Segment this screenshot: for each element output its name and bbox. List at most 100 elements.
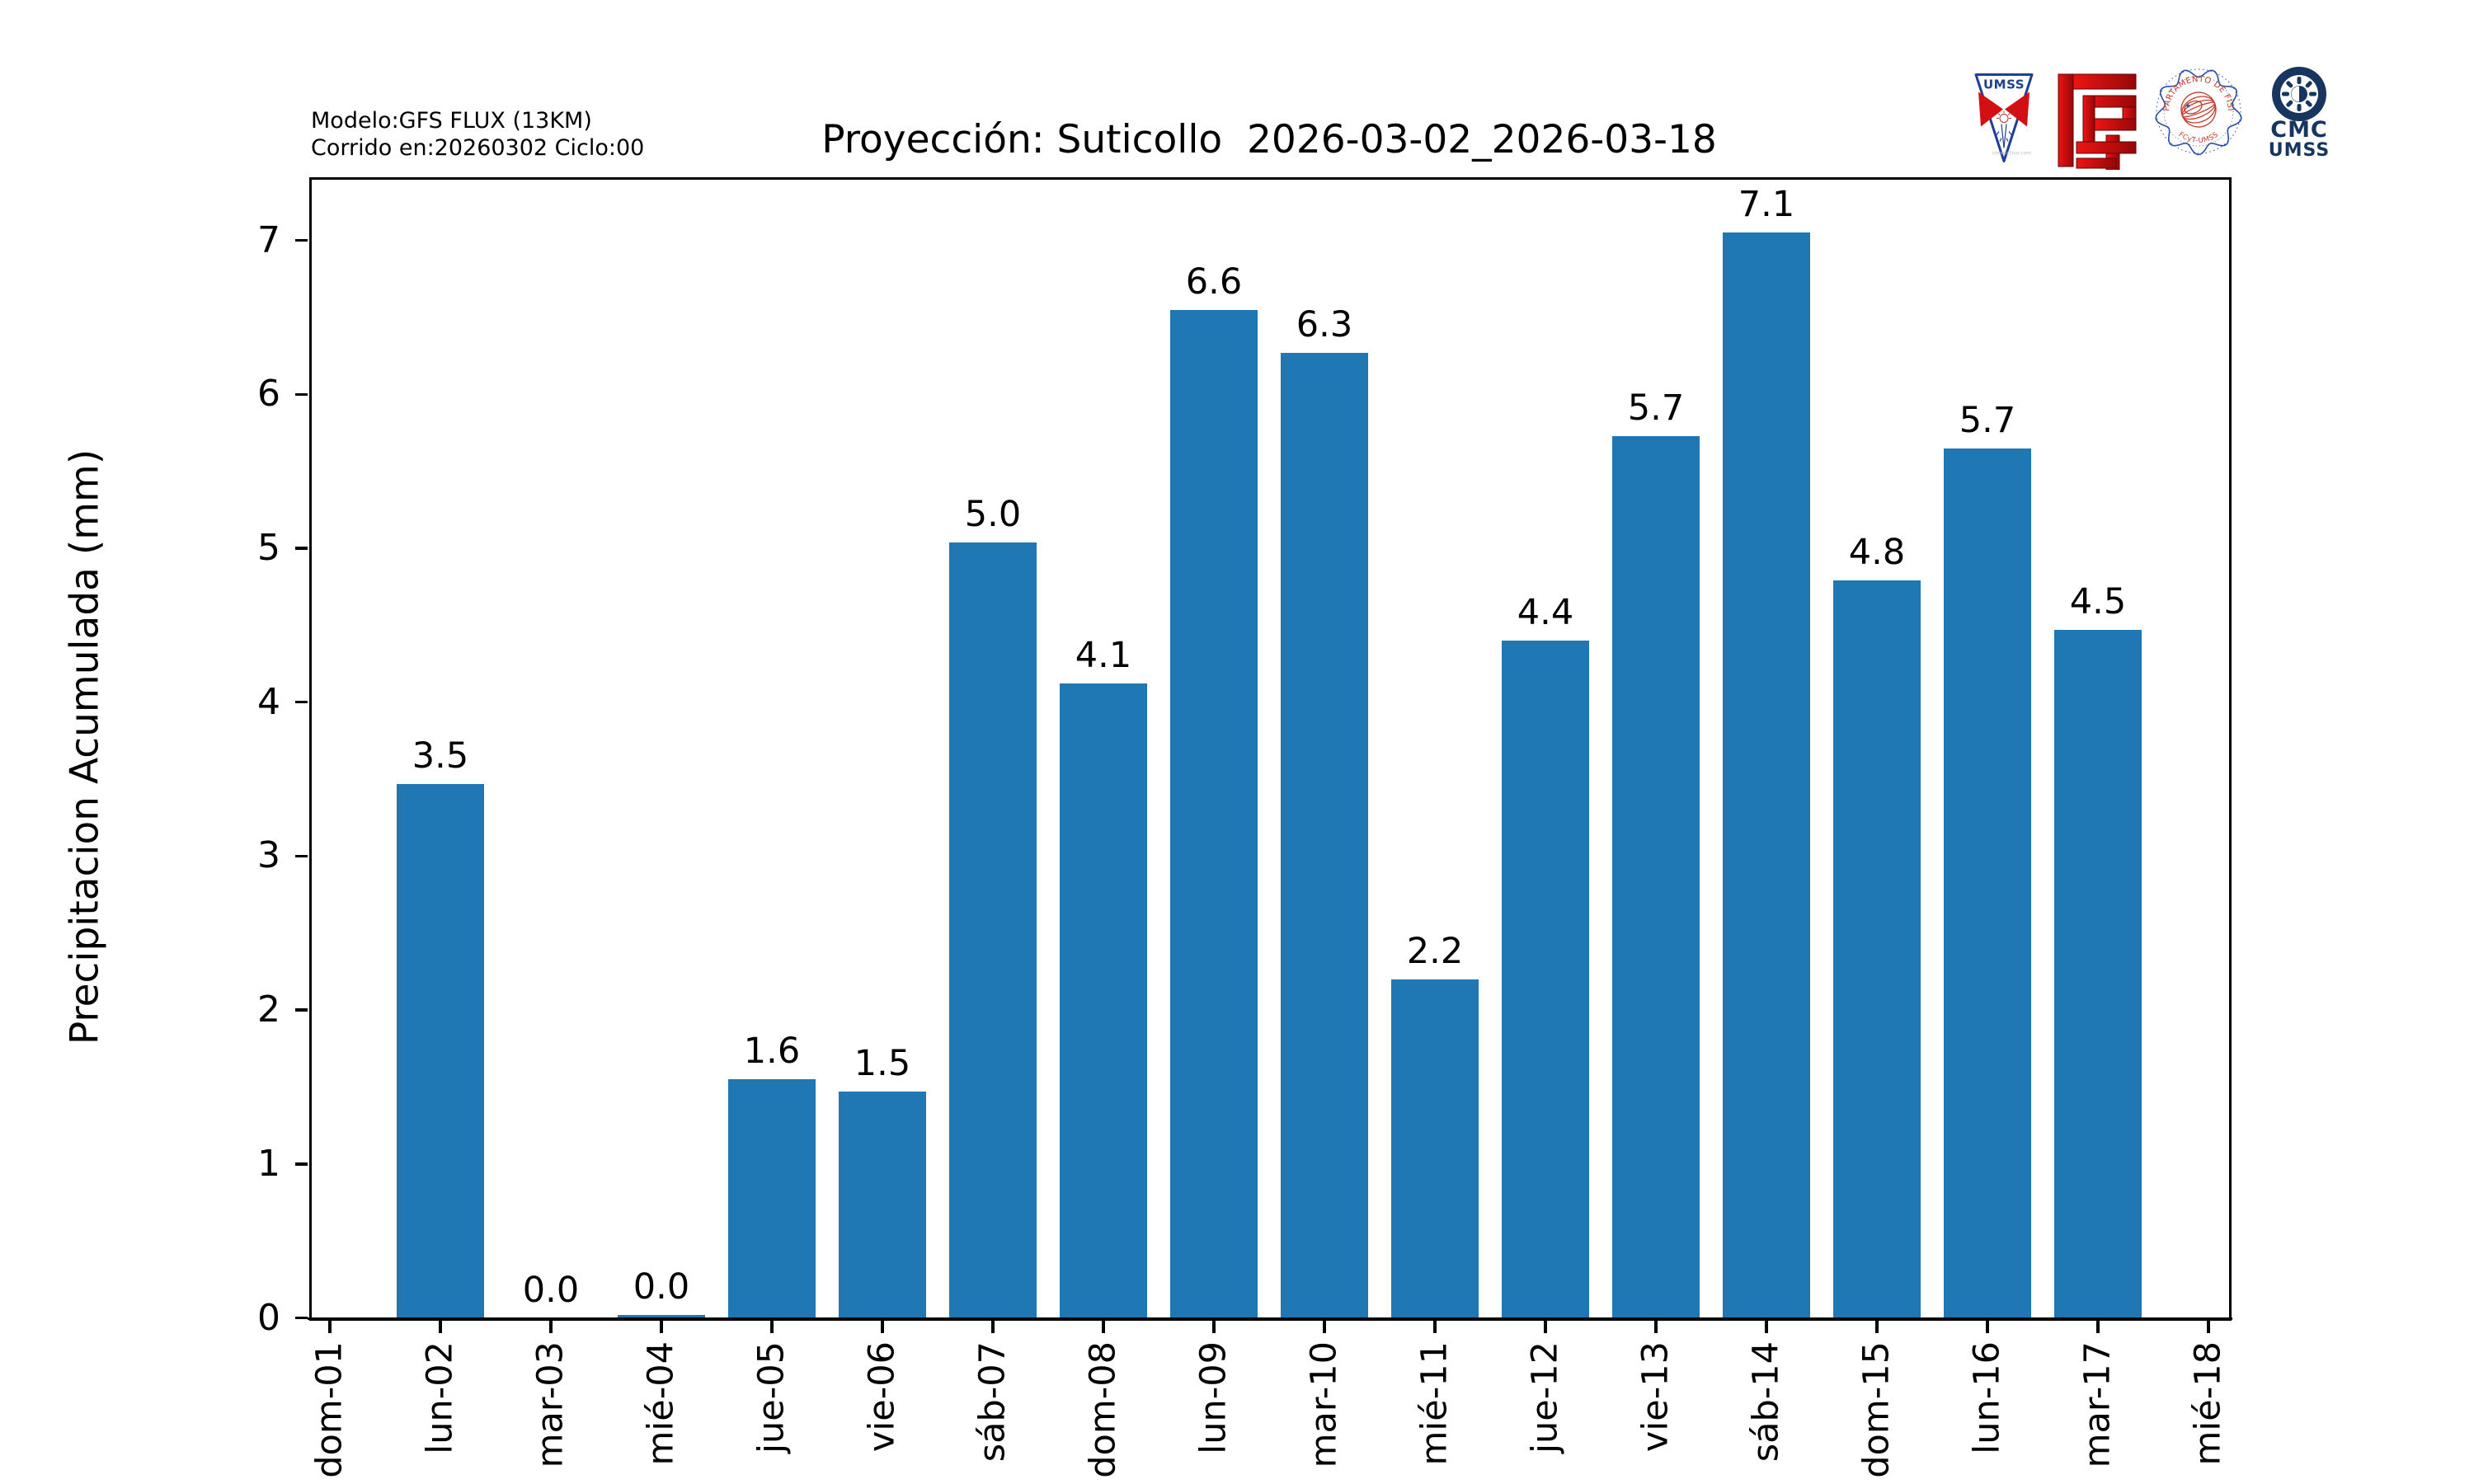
model-info: Modelo:GFS FLUX (13KM) Corrido en:2026030… — [311, 108, 644, 162]
y-tick-label-1: 1 — [257, 1142, 280, 1185]
x-tick-label-vie-06: vie-06 — [861, 1341, 903, 1453]
bar-mar-17 — [2054, 629, 2142, 1318]
y-tickmark-2 — [295, 1008, 308, 1012]
bar-vie-06 — [839, 1092, 926, 1318]
x-tickmark-sáb-14 — [1765, 1321, 1768, 1333]
cmc-umss-label: UMSS — [2269, 140, 2330, 160]
x-tickmark-jue-12 — [1544, 1321, 1547, 1333]
y-tick-label-2: 2 — [257, 989, 280, 1031]
chart-title: Proyección: Suticollo 2026-03-02_2026-03… — [821, 117, 1717, 162]
y-tickmark-3 — [295, 854, 308, 858]
bar-value-label-mié-11: 2.2 — [1406, 930, 1464, 972]
umss-pennant-label: UMSS — [1983, 77, 2025, 92]
x-tick-label-mié-04: mié-04 — [640, 1341, 682, 1466]
bar-sáb-07 — [949, 542, 1037, 1318]
x-tickmark-mié-18 — [2207, 1321, 2210, 1333]
x-tick-label-sáb-07: sáb-07 — [971, 1341, 1014, 1463]
x-axis-line — [308, 1317, 2232, 1320]
x-tickmark-lun-02 — [439, 1321, 442, 1333]
x-tick-label-mar-03: mar-03 — [529, 1341, 571, 1468]
bar-value-label-sáb-14: 7.1 — [1738, 184, 1795, 226]
pennant-emblem — [1997, 110, 2011, 123]
x-tickmark-mar-17 — [2096, 1321, 2100, 1333]
x-tick-label-jue-05: jue-05 — [750, 1341, 793, 1453]
x-tick-label-mié-11: mié-11 — [1413, 1341, 1456, 1466]
x-tickmark-dom-15 — [1875, 1321, 1879, 1333]
x-tick-label-sáb-14: sáb-14 — [1745, 1341, 1787, 1463]
bar-value-label-mié-04: 0.0 — [633, 1266, 690, 1308]
x-tickmark-lun-09 — [1212, 1321, 1216, 1333]
bar-lun-09 — [1170, 309, 1258, 1318]
fcyt-maze-icon — [2058, 73, 2137, 170]
bar-value-label-lun-16: 5.7 — [1959, 399, 2016, 441]
bar-value-label-dom-15: 4.8 — [1848, 532, 1906, 574]
x-tickmark-dom-08 — [1102, 1321, 1105, 1333]
x-tick-label-jue-12: jue-12 — [1524, 1341, 1566, 1453]
bar-value-label-jue-05: 1.6 — [743, 1031, 801, 1073]
fcyt-logo — [2050, 69, 2142, 170]
bar-lun-16 — [1944, 448, 2031, 1318]
bar-value-label-mar-10: 6.3 — [1296, 303, 1353, 345]
y-tickmark-7 — [295, 238, 308, 242]
x-tickmark-jue-05 — [770, 1321, 774, 1333]
y-tick-label-7: 7 — [257, 218, 280, 261]
y-tick-label-5: 5 — [257, 527, 280, 570]
bar-sáb-14 — [1723, 232, 1810, 1318]
x-tick-label-dom-01: dom-01 — [308, 1341, 350, 1478]
bar-value-label-mar-03: 0.0 — [522, 1269, 580, 1311]
bar-mar-10 — [1281, 352, 1368, 1318]
bar-value-label-lun-09: 6.6 — [1185, 261, 1243, 303]
bar-vie-13 — [1612, 435, 1700, 1318]
bar-value-label-vie-06: 1.5 — [854, 1043, 911, 1085]
bar-dom-08 — [1060, 683, 1147, 1318]
x-tickmark-mar-10 — [1323, 1321, 1326, 1333]
x-tickmark-mié-11 — [1433, 1321, 1437, 1333]
y-tickmark-1 — [295, 1162, 308, 1166]
x-tick-label-vie-13: vie-13 — [1634, 1341, 1677, 1453]
fisica-shell-art — [2180, 92, 2217, 128]
x-tickmark-vie-06 — [881, 1321, 884, 1333]
bar-jue-12 — [1502, 641, 1589, 1318]
bar-value-label-jue-12: 4.4 — [1517, 592, 1574, 634]
cmc-logo: CMC UMSS — [2261, 63, 2337, 160]
x-tickmark-mar-03 — [549, 1321, 553, 1333]
bar-value-label-vie-13: 5.7 — [1627, 387, 1685, 429]
bar-jue-05 — [728, 1079, 816, 1318]
x-tick-label-lun-09: lun-09 — [1192, 1341, 1235, 1454]
cmc-gear-icon: CMC UMSS — [2269, 67, 2330, 160]
fisica-seal-wave — [2155, 69, 2242, 156]
x-tick-label-mar-17: mar-17 — [2077, 1341, 2119, 1468]
bar-value-label-sáb-07: 5.0 — [964, 493, 1022, 535]
x-tickmark-dom-01 — [328, 1321, 332, 1333]
y-tickmark-0 — [295, 1316, 308, 1320]
pennant-watermark: creadictivo.com — [1992, 151, 2031, 157]
bar-mié-11 — [1391, 979, 1479, 1318]
x-tickmark-sáb-07 — [991, 1321, 995, 1333]
umss-pennant-logo: UMSS creadictivo.com — [1973, 71, 2034, 166]
x-tick-label-lun-02: lun-02 — [419, 1341, 461, 1454]
x-tick-label-mar-10: mar-10 — [1303, 1341, 1345, 1468]
bar-value-label-dom-08: 4.1 — [1075, 635, 1132, 677]
model-info-line1: Modelo:GFS FLUX (13KM) — [311, 108, 592, 134]
y-tickmark-5 — [295, 547, 308, 550]
x-tick-label-dom-08: dom-08 — [1082, 1341, 1124, 1478]
y-tick-label-3: 3 — [257, 834, 280, 877]
bar-dom-15 — [1833, 580, 1921, 1318]
fisica-seal-logo: DEPARTAMENTO DE FÍSICA FCyT-UMSS — [2151, 53, 2246, 170]
x-tick-label-mié-18: mié-18 — [2187, 1341, 2229, 1466]
bar-value-label-lun-02: 3.5 — [412, 735, 469, 777]
x-tick-label-dom-15: dom-15 — [1856, 1341, 1898, 1478]
x-tickmark-vie-13 — [1654, 1321, 1658, 1333]
y-tick-label-0: 0 — [257, 1296, 280, 1339]
model-info-line2: Corrido en:20260302 Ciclo:00 — [311, 134, 645, 161]
y-tickmark-6 — [295, 392, 308, 397]
x-tick-label-lun-16: lun-16 — [1966, 1341, 2008, 1454]
fisica-seal-icon: DEPARTAMENTO DE FÍSICA FCyT-UMSS — [2151, 53, 2242, 156]
umss-pennant-icon: UMSS creadictivo.com — [1974, 73, 2034, 162]
bar-value-label-mar-17: 4.5 — [2069, 580, 2127, 622]
y-tick-label-6: 6 — [257, 373, 280, 416]
cmc-label: CMC — [2270, 117, 2328, 143]
y-axis-title: Precipitacion Acumulada (mm) — [62, 448, 108, 1045]
